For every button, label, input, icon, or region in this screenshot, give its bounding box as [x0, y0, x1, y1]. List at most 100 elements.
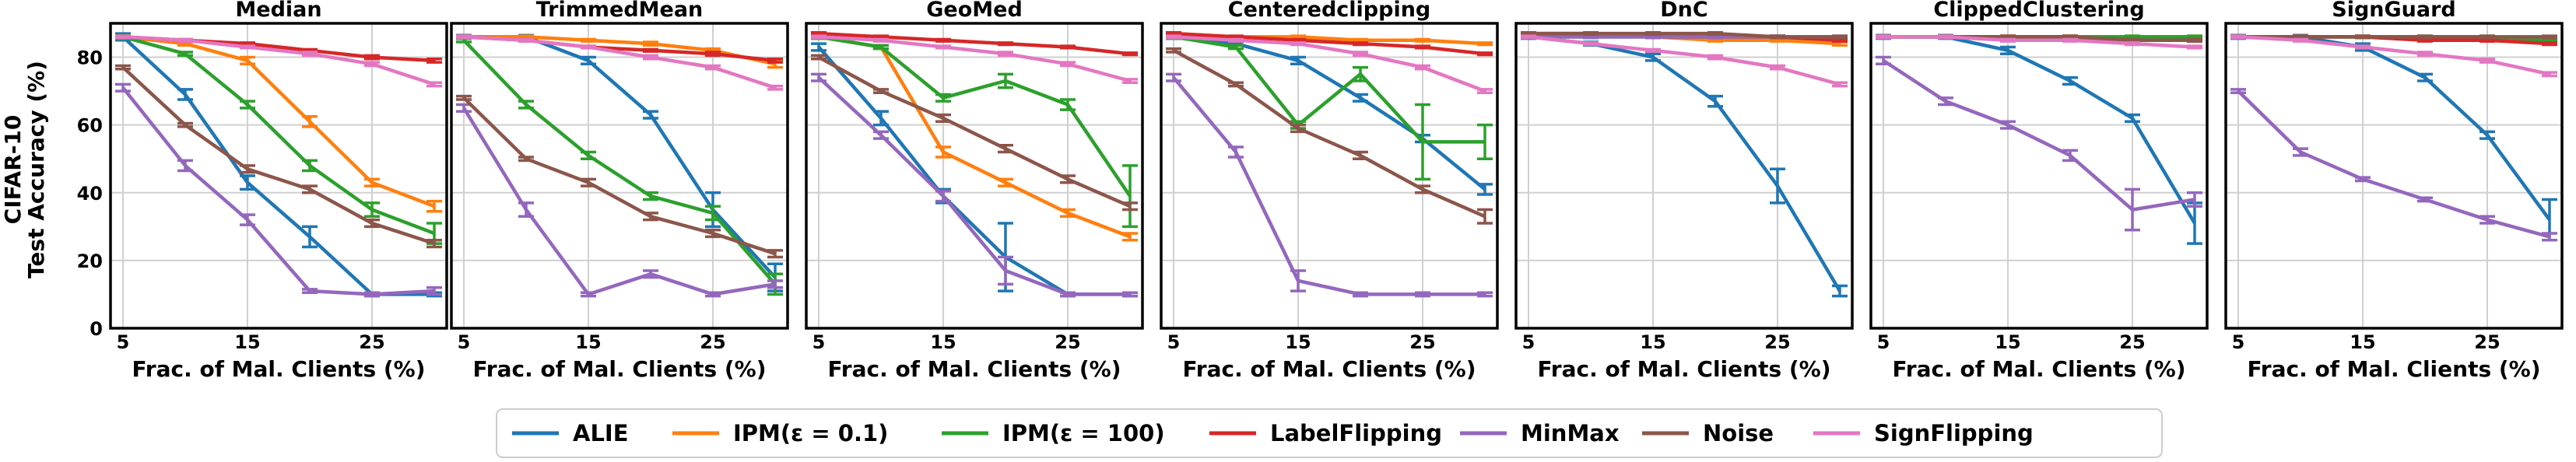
series-line [1172, 76, 1485, 296]
panel-title: ClippedClustering [1933, 0, 2144, 22]
x-tick-label: 25 [359, 331, 384, 353]
series-group [456, 33, 783, 298]
y-axis-label-line1: CIFAR-10 [0, 115, 26, 225]
legend-label: SignFlipping [1874, 420, 2034, 446]
series-line [818, 35, 1131, 83]
x-axis-label: Frac. of Mal. Clients (%) [1892, 356, 2185, 382]
x-tick-label: 15 [1640, 331, 1665, 353]
panel-title: Median [235, 0, 321, 22]
panel-frame [1160, 22, 1499, 330]
series-line [122, 35, 435, 236]
series-line [1173, 31, 1486, 56]
x-tick-label: 15 [234, 331, 260, 353]
panel-0: Median 5 15 25 0 20 40 60 80 Frac. of Mal. Client… [77, 0, 448, 382]
x-axis-label: Frac. of Mal. Clients (%) [2247, 356, 2540, 382]
series-group [811, 31, 1138, 298]
panel-4: DnC 5 15 25 Frac. of Mal. Clients (%) [1514, 0, 1854, 382]
legend-label: Noise [1703, 420, 1774, 446]
series-line [462, 39, 777, 285]
panel-title: Centeredclipping [1228, 0, 1431, 22]
series-group [2230, 33, 2557, 242]
series-line [122, 35, 435, 86]
x-axis-label: Frac. of Mal. Clients (%) [1182, 356, 1476, 382]
panel-title: SignGuard [2332, 0, 2456, 22]
series-line [1882, 59, 2195, 212]
x-tick-label: 15 [2350, 331, 2375, 353]
series-line [463, 35, 776, 89]
y-tick-label: 0 [89, 318, 103, 340]
series-line [1528, 35, 1841, 292]
series-line [1173, 35, 1485, 144]
panel-frame [1869, 22, 2209, 330]
panel-frame [2224, 22, 2564, 330]
x-tick-label: 15 [575, 331, 601, 353]
x-tick-label: 5 [2232, 331, 2245, 353]
x-tick-label: 5 [458, 331, 471, 353]
series-line [817, 55, 1131, 208]
x-tick-label: 15 [1995, 331, 2020, 353]
x-tick-label: 25 [700, 331, 725, 353]
y-tick-label: 80 [77, 47, 103, 69]
panel-title: DnC [1660, 0, 1707, 22]
x-tick-label: 5 [1522, 331, 1535, 353]
legend-label: ALIE [573, 420, 629, 446]
series-line [817, 76, 1130, 296]
series-group [115, 32, 442, 298]
series-line [1528, 31, 1840, 39]
legend-label: IPM(ε = 100) [1002, 420, 1165, 446]
x-tick-label: 25 [2474, 331, 2500, 353]
panel-1: TrimmedMean 5 15 25 Frac. of Mal. Clients (%… [450, 0, 789, 382]
x-axis-label: Frac. of Mal. Clients (%) [827, 356, 1121, 382]
series-line [1173, 35, 1486, 93]
series-line [121, 65, 435, 246]
panel-title: TrimmedMean [536, 0, 704, 22]
x-tick-label: 25 [1055, 331, 1080, 353]
panel-frame [1514, 22, 1854, 330]
legend-label: IPM(ε = 0.1) [733, 420, 888, 446]
series-line [121, 86, 435, 296]
series-line [1528, 35, 1841, 86]
x-axis-label: Frac. of Mal. Clients (%) [472, 356, 766, 382]
x-axis-label: Frac. of Mal. Clients (%) [132, 356, 425, 382]
y-axis-label-line2: Test Accuracy (%) [23, 61, 49, 278]
x-tick-label: 5 [1877, 331, 1890, 353]
legend: ALIE IPM(ε = 0.1) IPM(ε = 100) LabelFlippin… [496, 408, 2163, 458]
legend-label: LabelFlipping [1270, 420, 1442, 446]
panel-6: SignGuard 5 15 25 Frac. of Mal. Clients (%) [2224, 0, 2564, 382]
x-tick-label: 5 [812, 331, 826, 353]
y-tick-label: 40 [77, 183, 103, 205]
series-line [464, 35, 776, 66]
x-tick-label: 15 [1285, 331, 1311, 353]
panel-frame [805, 22, 1144, 330]
series-line [2237, 35, 2550, 76]
y-tick-label: 60 [77, 115, 103, 137]
y-tick-label: 20 [77, 250, 103, 272]
x-tick-label: 15 [930, 331, 956, 353]
series-group [1166, 31, 1493, 298]
panel-frame [109, 22, 448, 330]
x-tick-label: 25 [1764, 331, 1790, 353]
legend-frame [496, 408, 2163, 458]
series-line [1173, 35, 1486, 191]
panel-title: GeoMed [926, 0, 1023, 22]
series-line [1883, 35, 2196, 225]
x-tick-label: 5 [1167, 331, 1181, 353]
series-line [462, 96, 776, 256]
x-tick-label: 25 [2119, 331, 2145, 353]
series-line [122, 35, 435, 208]
x-tick-label: 25 [1409, 331, 1435, 353]
legend-label: MinMax [1521, 420, 1620, 446]
series-group [1521, 31, 1848, 298]
series-line [462, 107, 776, 296]
panel-frame [450, 22, 789, 330]
series-line [1883, 35, 2195, 49]
series-line [818, 35, 1132, 198]
series-line [818, 31, 1131, 56]
series-group [1876, 33, 2202, 245]
series-line [2237, 89, 2550, 239]
x-tick-label: 5 [117, 331, 130, 353]
panel-2: GeoMed 5 15 25 Frac. of Mal. Clients (%) [805, 0, 1144, 382]
series-line [1172, 48, 1486, 219]
